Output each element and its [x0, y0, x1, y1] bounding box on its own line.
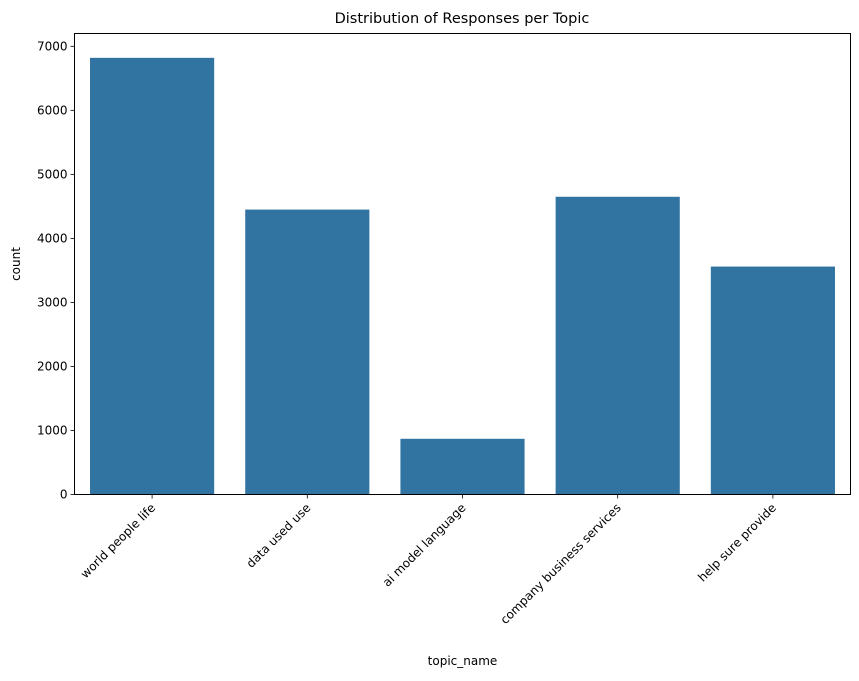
y-tick-label-5: 5000: [37, 167, 68, 181]
chart-title: Distribution of Responses per Topic: [335, 11, 590, 27]
x-axis: world people life data used use ai model l…: [78, 494, 779, 627]
bar-4: [710, 266, 835, 495]
x-tick-label-1: data used use: [244, 501, 314, 571]
x-tick-label-4: help sure provide: [695, 501, 779, 585]
y-axis: 0 1000 2000 3000 4000 5000 6000 7000: [37, 39, 75, 502]
bar-0: [90, 57, 215, 495]
y-tick-label-3: 3000: [37, 295, 68, 309]
x-tick-label-3: company business services: [498, 501, 624, 627]
y-tick-label-7: 7000: [37, 39, 68, 53]
x-tick-label-0: world people life: [78, 501, 158, 581]
x-axis-label: topic_name: [428, 654, 498, 668]
y-tick-label-4: 4000: [37, 231, 68, 245]
y-tick-label-1: 1000: [37, 423, 68, 437]
bar-1: [245, 209, 370, 495]
y-tick-label-6: 6000: [37, 103, 68, 117]
plot-frame: [74, 33, 851, 495]
y-tick-label-2: 2000: [37, 359, 68, 373]
bars-group: [90, 57, 835, 495]
x-tick-label-2: ai model language: [380, 501, 469, 590]
bar-2: [400, 438, 525, 495]
bar-3: [555, 196, 680, 495]
y-axis-label: count: [9, 247, 23, 281]
y-tick-label-0: 0: [60, 488, 68, 502]
